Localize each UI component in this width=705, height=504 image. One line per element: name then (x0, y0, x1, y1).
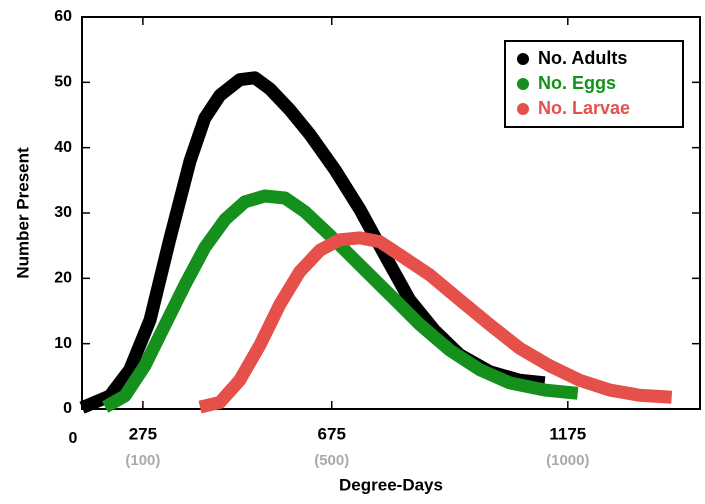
legend-marker (517, 78, 529, 90)
y-tick-label: 40 (54, 139, 72, 156)
legend-label: No. Adults (538, 48, 627, 68)
legend-marker (517, 103, 529, 115)
x-tick-secondary-label: (1000) (546, 452, 589, 469)
legend-marker (517, 53, 529, 65)
x-tick-label: 675 (318, 424, 346, 443)
y-tick-label: 10 (54, 335, 72, 352)
y-tick-label: 30 (54, 204, 72, 221)
series-line (198, 231, 673, 414)
x-tick-label: 1175 (549, 424, 586, 443)
y-tick-label: 60 (54, 8, 72, 25)
legend-box (504, 40, 684, 128)
series-line (101, 189, 579, 413)
x-tick-label: 275 (129, 424, 157, 443)
y-axis-title: Number Present (13, 147, 32, 279)
x-axis-title: Degree-Days (339, 475, 443, 494)
y-tick-label: 0 (63, 400, 72, 417)
y-tick-label: 50 (54, 74, 72, 91)
x-tick-secondary-label: (100) (125, 452, 160, 469)
legend-label: No. Eggs (538, 73, 616, 93)
legend-label: No. Larvae (538, 98, 630, 118)
x-tick-secondary-label: (500) (314, 452, 349, 469)
y-tick-label: 20 (54, 270, 72, 287)
origin-label: 0 (69, 430, 78, 447)
legend: No. Adults No. Eggs No. Larvae (504, 40, 684, 128)
